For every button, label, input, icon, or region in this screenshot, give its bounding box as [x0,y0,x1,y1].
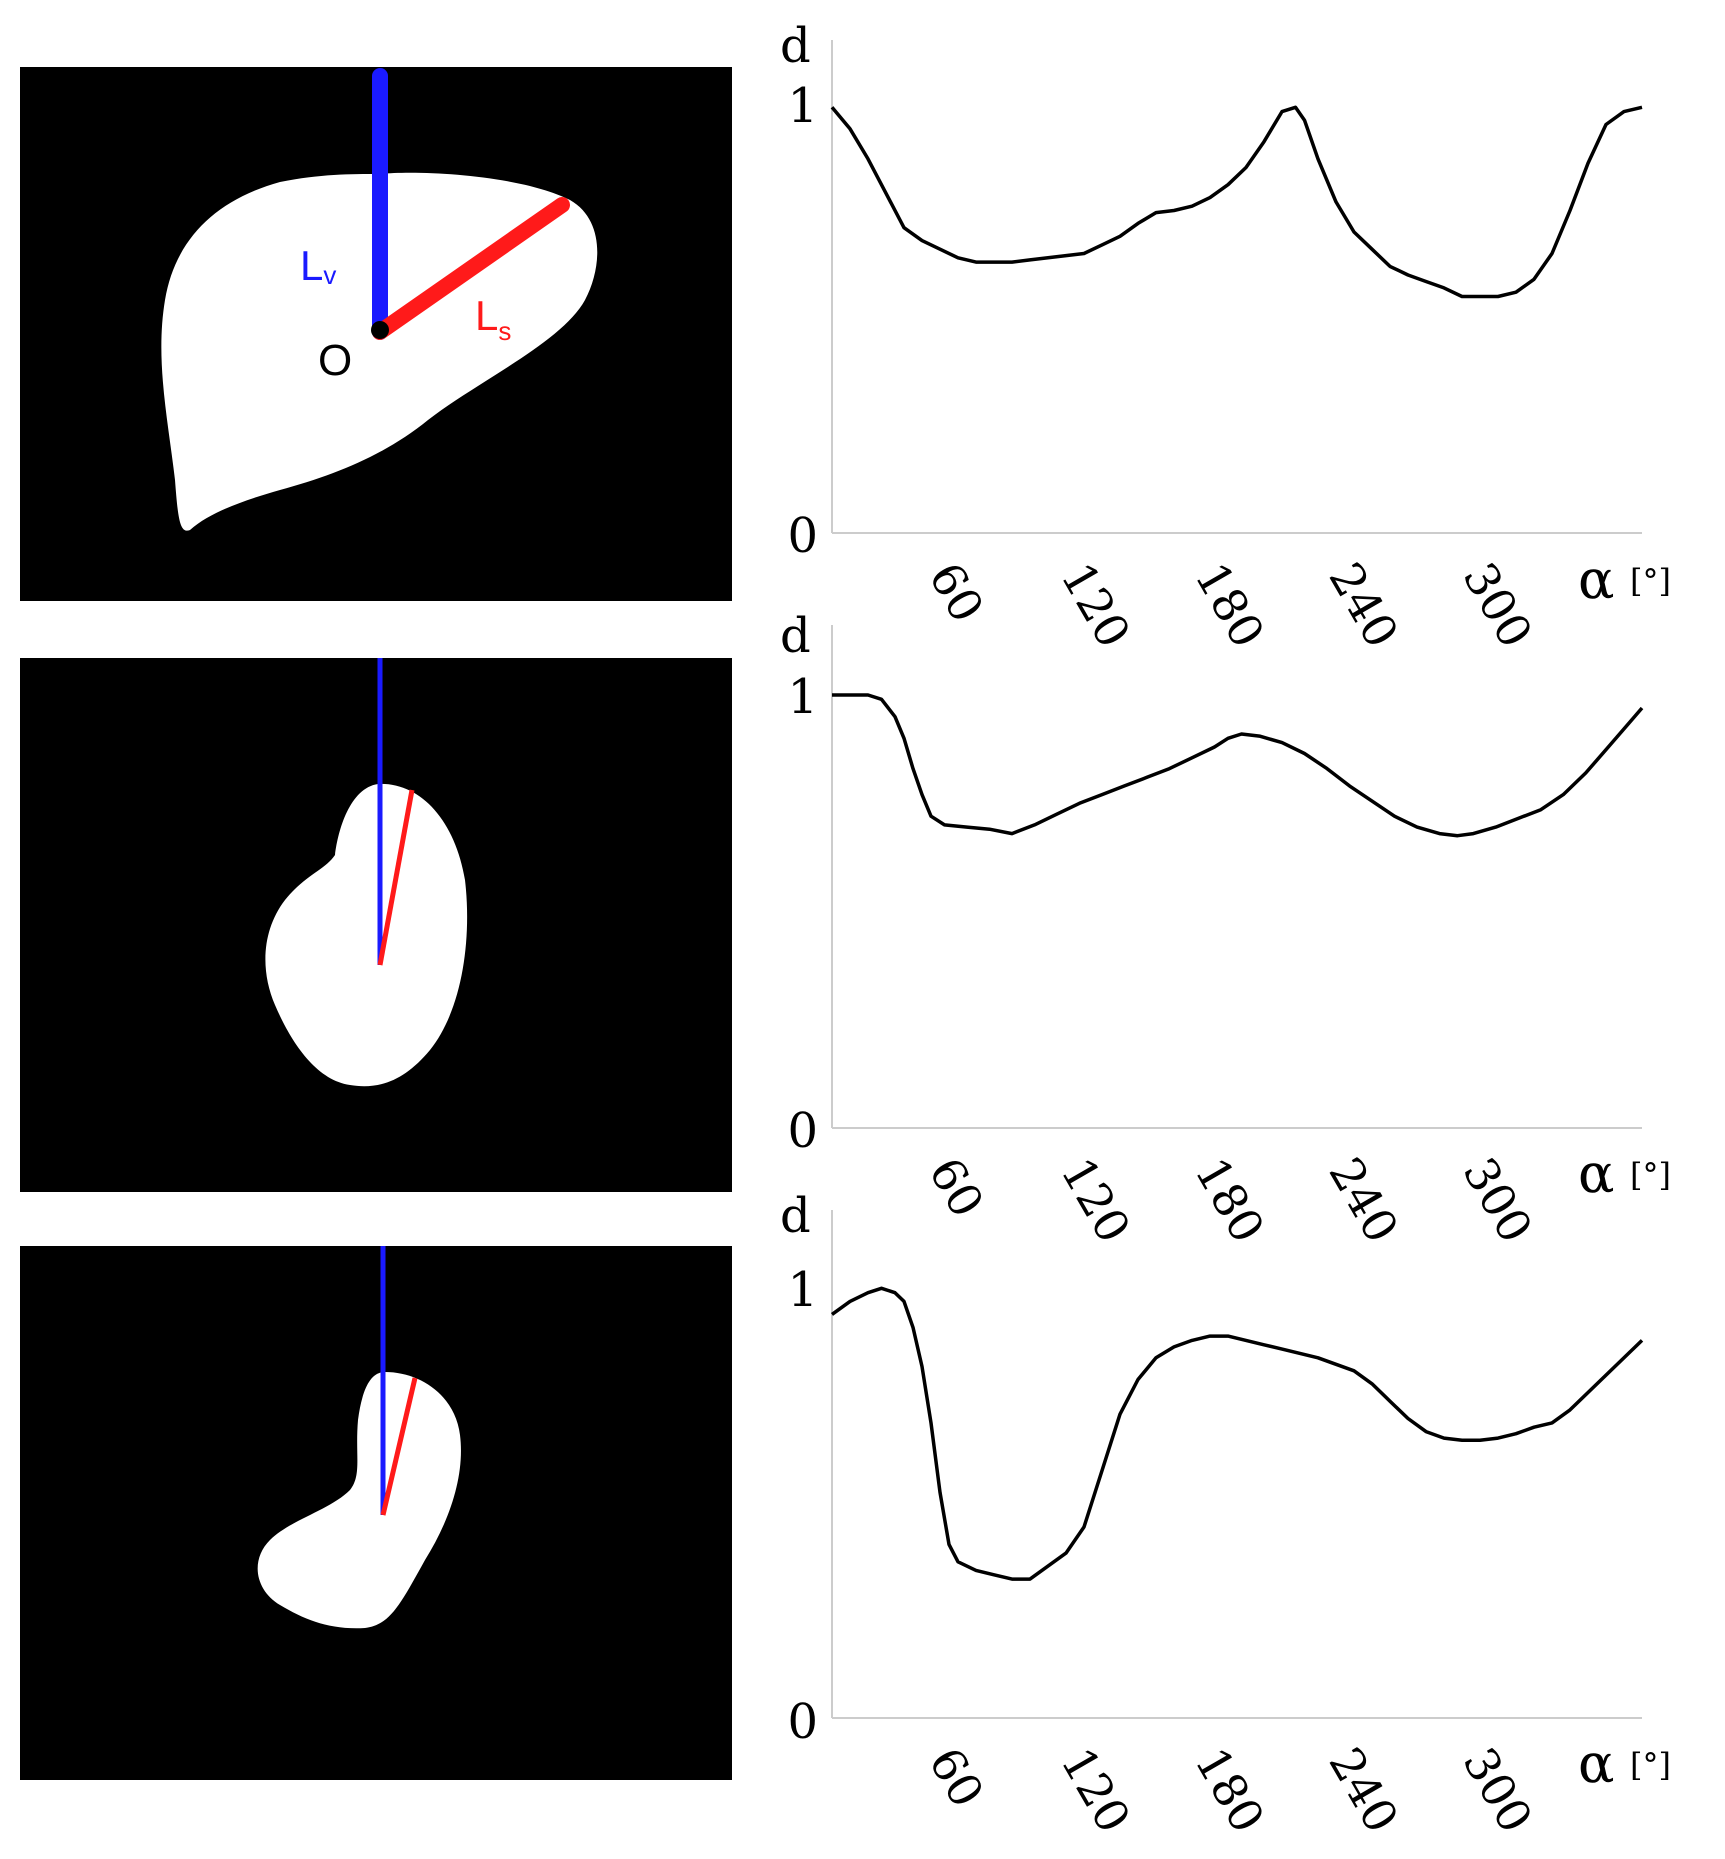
image-panel-3-shape-line [380,1377,418,1516]
image-panel-3-shape [257,1372,461,1629]
chart-3: d 1 0 60 120 180 240 300 α [°] [780,1188,1671,1842]
chart-2-x-tick-300: 300 [1452,1149,1543,1252]
image-panel-1-vertical-label-main: L [300,242,323,289]
chart-1-x-tick-300: 300 [1452,554,1543,657]
chart-2-x-label: α [1578,1142,1614,1205]
chart-2-y-label: d [780,608,811,664]
chart-3-x-label: α [1578,1732,1614,1795]
chart-1-x-tick-120: 120 [1050,554,1141,657]
chart-3-x-tick-300: 300 [1452,1739,1543,1842]
chart-3-x-tick-180: 180 [1184,1739,1275,1842]
image-panel-3 [20,1246,732,1780]
chart-1-x-tick-60: 60 [918,554,994,632]
chart-3-x-ticks: 60 120 180 240 300 [918,1739,1543,1842]
chart-3-y-tick-1: 1 [787,1262,818,1318]
chart-3-x-tick-240: 240 [1318,1739,1409,1842]
chart-1-x-label: α [1578,548,1614,611]
image-panel-1-shape-line [372,197,570,340]
chart-1-y-label: d [780,18,811,74]
chart-2-x-tick-240: 240 [1318,1149,1409,1252]
chart-2-x-tick-180: 180 [1184,1149,1275,1252]
chart-2-y-tick-1: 1 [787,669,818,725]
chart-2-series-line [832,693,1644,838]
chart-3-y-tick-0: 0 [787,1694,818,1750]
chart-1-series-line [830,105,1643,299]
chart-3-series-line [830,1286,1644,1581]
image-panel-2-shape [265,783,468,1087]
chart-1-y-tick-1: 1 [787,78,818,134]
chart-1-y-tick-0: 0 [787,508,818,564]
chart-2-y-tick-0: 0 [787,1103,818,1159]
chart-1: d 1 0 60 120 180 240 300 α [°] [780,18,1671,657]
image-panel-1-vertical-label: Lv [300,242,336,290]
chart-1-x-tick-240: 240 [1318,554,1409,657]
chart-1-x-ticks: 60 120 180 240 300 [918,554,1543,657]
image-panel-1-vertical-label-sub: v [323,260,336,290]
image-panel-2-shape-line [377,789,415,966]
chart-3-y-label: d [780,1188,811,1244]
image-panel-2 [20,658,732,1192]
image-panel-1-origin-label: O [318,336,352,385]
chart-1-x-unit: [°] [1630,562,1671,600]
chart-2-x-tick-60: 60 [918,1149,994,1227]
image-panel-1-shape-label-main: L [475,292,498,339]
chart-2-x-tick-120: 120 [1050,1149,1141,1252]
image-panel-1-shape-label: Ls [475,292,511,346]
chart-2-x-ticks: 60 120 180 240 300 [918,1149,1543,1252]
image-panel-1-shape-label-sub: s [498,316,511,346]
chart-2: d 1 0 60 120 180 240 300 α [°] [780,608,1671,1252]
chart-3-x-tick-60: 60 [918,1739,994,1817]
chart-3-x-unit: [°] [1630,1746,1671,1784]
chart-1-x-tick-180: 180 [1184,554,1275,657]
chart-3-x-tick-120: 120 [1050,1739,1141,1842]
chart-2-x-unit: [°] [1630,1156,1671,1194]
image-panel-1-origin-dot [371,321,389,339]
image-panel-1: Lv Ls O [20,67,732,601]
